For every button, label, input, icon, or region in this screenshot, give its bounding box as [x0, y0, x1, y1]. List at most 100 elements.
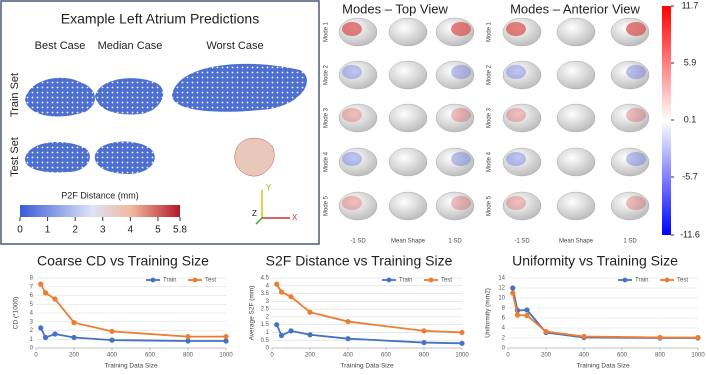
data-point — [345, 318, 351, 325]
mode-shape — [610, 60, 650, 90]
mode-tint — [626, 108, 646, 122]
mode-shape — [338, 103, 378, 133]
colorbar-tick-label: 0 — [17, 225, 23, 236]
x-tick-label: 200 — [305, 353, 316, 359]
data-point — [71, 320, 77, 326]
x-tick-label: 1000 — [219, 353, 233, 359]
x-tick-label: 0 — [506, 353, 510, 359]
mode-shape — [388, 103, 428, 133]
mode-tint — [342, 152, 362, 166]
chart-title: Uniformity vs Training Size — [512, 253, 678, 269]
mode-label: Mode 3 — [487, 107, 493, 128]
data-point — [459, 340, 465, 346]
column-label: -1 SD — [514, 239, 530, 245]
mode-label: Mode 1 — [487, 21, 493, 42]
x-tick-label: 400 — [107, 353, 118, 359]
y-tick-label: 0 — [266, 346, 270, 352]
mode-tint — [626, 196, 646, 210]
y-tick-label: 1.5 — [261, 322, 270, 328]
data-point — [278, 289, 285, 295]
column-label: Mean Shape — [391, 239, 426, 245]
sample-shapes — [24, 63, 307, 177]
x-tick-label: 800 — [655, 353, 666, 359]
legend-marker — [622, 277, 628, 283]
data-point — [71, 334, 77, 341]
mode-label: Mode 3 — [324, 107, 330, 128]
y-tick-label: 1 — [30, 337, 34, 343]
x-tick-label: 400 — [343, 353, 354, 359]
mode-tint — [451, 196, 471, 210]
x-tick-label: 200 — [541, 353, 552, 359]
mode-label: Mode 2 — [487, 64, 493, 85]
data-point — [421, 328, 427, 334]
x-axis-label: Training Data Size — [340, 363, 394, 370]
x-tick-label: 0 — [270, 353, 274, 359]
data-point — [42, 334, 49, 341]
data-point — [274, 322, 280, 328]
data-point — [524, 307, 530, 313]
mode-tint — [506, 65, 526, 79]
colorbar-tick-label: 5.8 — [173, 225, 187, 236]
y-tick-label: 3 — [30, 319, 34, 325]
y-tick-label: 2 — [30, 328, 34, 334]
shape — [95, 78, 164, 115]
column-label: 1 SD — [623, 239, 637, 245]
x-tick-label: 1000 — [455, 353, 469, 359]
mode-tint — [506, 152, 526, 166]
y-axis-label: CD (*1000) — [13, 297, 20, 330]
x-tick-label: 400 — [579, 353, 590, 359]
x-tick-label: 1000 — [691, 353, 705, 359]
data-point — [278, 332, 285, 339]
colorbar-tick-label: 3 — [100, 225, 106, 236]
mode-shape — [502, 103, 542, 133]
mode-tint — [342, 22, 362, 36]
colorbar-tick-label: 2 — [72, 225, 78, 236]
data-point — [223, 334, 229, 340]
y-axis-label: Uniformity (mm2) — [485, 288, 492, 338]
axis-gizmo: Y Z X — [252, 183, 298, 225]
column-label: -1 SD — [350, 239, 366, 245]
p2f-colorbar — [20, 205, 180, 217]
series-line — [511, 292, 698, 339]
y-tick-label: 4 — [502, 326, 506, 332]
data-point — [52, 331, 58, 337]
shape — [24, 142, 90, 173]
gizmo-label: Z — [252, 209, 257, 218]
mode-shape — [610, 191, 650, 221]
mode-label: Mode 4 — [324, 151, 330, 172]
gizmo-label: Y — [266, 183, 272, 192]
mode-shape — [502, 60, 542, 90]
mode-shape — [556, 191, 596, 221]
mode-tint — [342, 196, 362, 210]
data-point — [459, 329, 465, 336]
colorbar-tick-label: -11.6 — [680, 229, 700, 239]
data-point — [345, 336, 351, 342]
data-point — [510, 285, 516, 291]
panel-title: Example Left Atrium Predictions — [61, 11, 259, 27]
mode-tint — [451, 22, 471, 36]
y-tick-label: 8 — [30, 276, 34, 282]
data-point — [514, 312, 521, 318]
chart-title: S2F Distance vs Training Size — [266, 253, 453, 269]
mode-tint — [626, 152, 646, 166]
data-point — [307, 332, 313, 338]
colorbar-label: P2F Distance (mm) — [61, 190, 139, 200]
data-point — [288, 328, 294, 334]
mode-shape — [556, 17, 596, 47]
legend-marker — [664, 277, 670, 283]
x-tick-label: 800 — [183, 353, 194, 359]
y-tick-label: 2.5 — [261, 307, 270, 313]
data-point — [695, 334, 701, 341]
data-point — [510, 290, 516, 296]
x-tick-label: 600 — [617, 353, 628, 359]
colorbar-tick-label: 11.7 — [682, 0, 699, 10]
legend-label: Test — [441, 278, 452, 284]
y-tick-label: 1 — [266, 330, 270, 336]
mode-shape — [388, 60, 428, 90]
column-label: Mean Shape — [559, 239, 594, 245]
data-point — [223, 338, 229, 344]
y-tick-label: 0 — [502, 346, 506, 352]
mode-shape — [435, 147, 475, 177]
colorbar-tick-label: -5.7 — [682, 171, 698, 181]
data-point — [581, 333, 587, 340]
